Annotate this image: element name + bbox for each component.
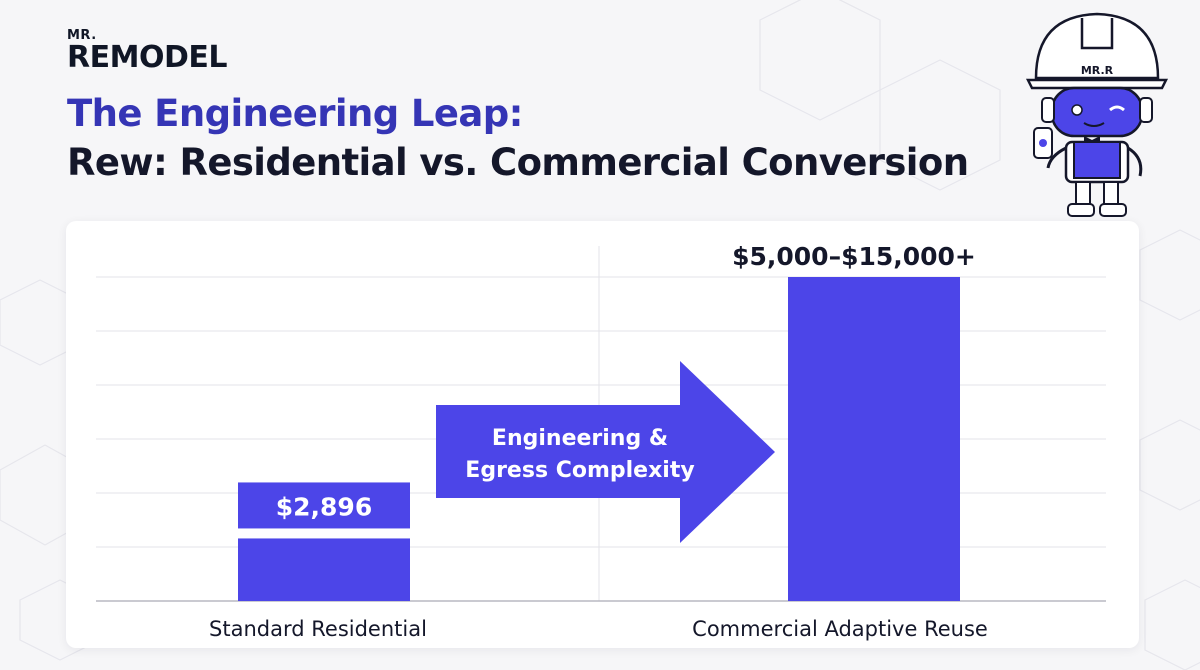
robot-mascot-icon: MR.R [1025, 12, 1169, 217]
annotation-line1: Engineering & [492, 426, 668, 451]
data-label-box [238, 482, 410, 529]
chart-labels: $2,896 Standard Residential $5,000–$15,000… [209, 242, 988, 641]
bar-commercial-adaptive-reuse [788, 277, 960, 601]
complexity-arrow [436, 361, 775, 543]
brand-logo: MR. REMODEL [67, 28, 267, 76]
category-label-commercial-adaptive-reuse: Commercial Adaptive Reuse [692, 617, 988, 641]
page-title-line1: The Engineering Leap: [67, 92, 523, 135]
arrow-right-icon [436, 361, 775, 543]
bar-chart: $2,896 Standard Residential $5,000–$15,000… [96, 242, 1106, 641]
brand-prefix: MR. [67, 28, 97, 43]
mascot-badge: MR.R [1081, 64, 1114, 77]
annotation-line2: Egress Complexity [465, 458, 694, 483]
data-label-standard-residential: $2,896 [276, 492, 372, 521]
chart-bars [238, 277, 960, 601]
bar-standard-residential [238, 538, 410, 601]
page-title-line2: Rew: Residential vs. Commercial Conversi… [67, 141, 969, 184]
brand-name: REMODEL [67, 40, 227, 75]
data-label-commercial-adaptive-reuse: $5,000–$15,000+ [732, 242, 976, 271]
category-label-standard-residential: Standard Residential [209, 617, 427, 641]
